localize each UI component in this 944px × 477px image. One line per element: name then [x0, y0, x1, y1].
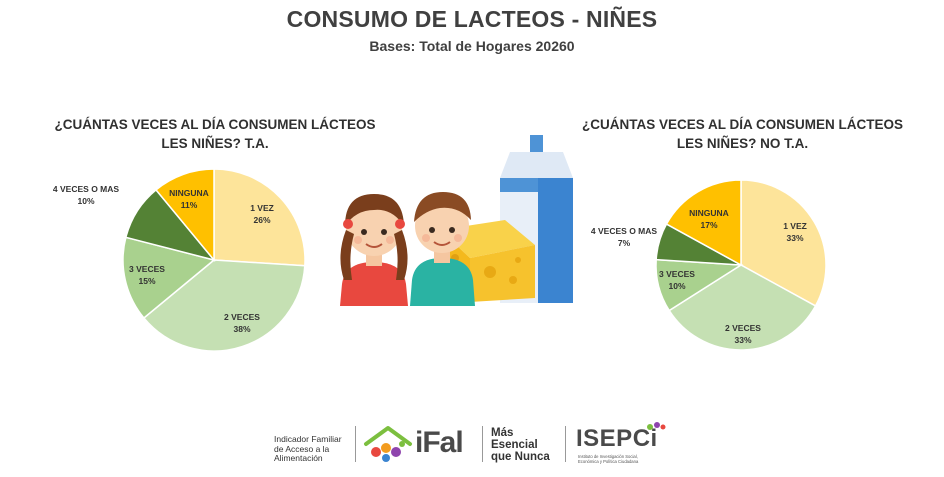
- slice-category-label: NINGUNA: [689, 208, 729, 218]
- isepci-desc-line-2: Económica y Política Ciudadana: [578, 459, 639, 464]
- ifal-logo-text: iFal: [415, 426, 464, 459]
- isepci-description: Instituto de Investigación Social, Econó…: [578, 454, 638, 464]
- isepci-dots-icon: [647, 422, 666, 430]
- isepci-desc-line-1: Instituto de Investigación Social,: [578, 454, 638, 459]
- pie-slice-ninguna: [154, 168, 215, 263]
- page-subtitle: Bases: Total de Hogares 20260: [369, 38, 575, 54]
- slice-category-label: 3 VECES: [659, 269, 695, 279]
- pie-slice-2-veces: [142, 259, 306, 352]
- mas-line-2: Esencial: [491, 439, 538, 451]
- isepci-logo-text: ISEPCi: [576, 425, 658, 452]
- slice-value-label: 7%: [618, 238, 631, 248]
- right-chart-title-line-1: ¿CUÁNTAS VECES AL DÍA CONSUMEN LÁCTEOS: [581, 117, 903, 132]
- girl-icon: [340, 194, 408, 306]
- slice-value-label: 33%: [734, 335, 751, 345]
- slice-category-label: 1 VEZ: [783, 221, 807, 231]
- left-chart-title-line-1: ¿CUÁNTAS VECES AL DÍA CONSUMEN LÁCTEOS: [54, 117, 376, 132]
- footer-logos: Indicador Familiar de Acceso a la Alimen…: [0, 418, 944, 468]
- slice-category-label: 3 VECES: [129, 264, 165, 274]
- pie-slice-ninguna: [665, 179, 742, 267]
- right-chart-title-line-2: LES NIÑES? NO T.A.: [676, 136, 809, 151]
- ifal-desc-line-1: Indicador Familiar: [274, 434, 342, 444]
- footer-divider: [565, 426, 566, 462]
- slice-category-label: 4 VECES O MAS: [591, 226, 657, 236]
- ifal-description: Indicador Familiar de Acceso a la Alimen…: [274, 434, 342, 464]
- slice-category-label: NINGUNA: [169, 188, 209, 198]
- mas-line-3: que Nunca: [491, 451, 550, 463]
- page-title: CONSUMO DE LACTEOS - NIÑES: [286, 6, 658, 32]
- left-chart-title: ¿CUÁNTAS VECES AL DÍA CONSUMEN LÁCTEOS L…: [30, 115, 400, 153]
- ifal-desc-line-2: de Acceso a la: [274, 443, 330, 454]
- dairy-kids-illustration: [340, 135, 573, 306]
- pie-slice-1-vez: [213, 168, 306, 267]
- slice-value-label: 10%: [668, 281, 685, 291]
- right-chart-title: ¿CUÁNTAS VECES AL DÍA CONSUMEN LÁCTEOS L…: [570, 115, 915, 153]
- boy-icon: [410, 192, 475, 306]
- left-chart-title-line-2: LES NIÑES? T.A.: [161, 136, 269, 151]
- slice-category-label: 2 VECES: [224, 312, 260, 322]
- slice-value-label: 10%: [77, 196, 94, 206]
- slice-value-label: 17%: [700, 220, 717, 230]
- slice-category-label: 1 VEZ: [250, 203, 274, 213]
- slice-value-label: 26%: [253, 215, 270, 225]
- slice-category-label: 4 VECES O MAS: [53, 184, 119, 194]
- slice-category-label: 2 VECES: [725, 323, 761, 333]
- slice-value-label: 15%: [138, 276, 155, 286]
- slice-value-label: 11%: [181, 200, 198, 210]
- footer-divider: [482, 426, 483, 462]
- ifal-house-icon: [364, 426, 412, 462]
- mas-line-1: Más: [491, 427, 514, 439]
- footer-divider: [355, 426, 356, 462]
- pie-slice-1-vez: [740, 179, 827, 307]
- pie-slice-2-veces: [668, 264, 817, 351]
- ifal-desc-line-3: Alimentación: [274, 453, 323, 463]
- pie-slice-3-veces: [122, 236, 216, 320]
- slice-value-label: 33%: [786, 233, 803, 243]
- slice-value-label: 38%: [233, 324, 250, 334]
- mas-esencial-logo: Más Esencial que Nunca: [491, 427, 550, 463]
